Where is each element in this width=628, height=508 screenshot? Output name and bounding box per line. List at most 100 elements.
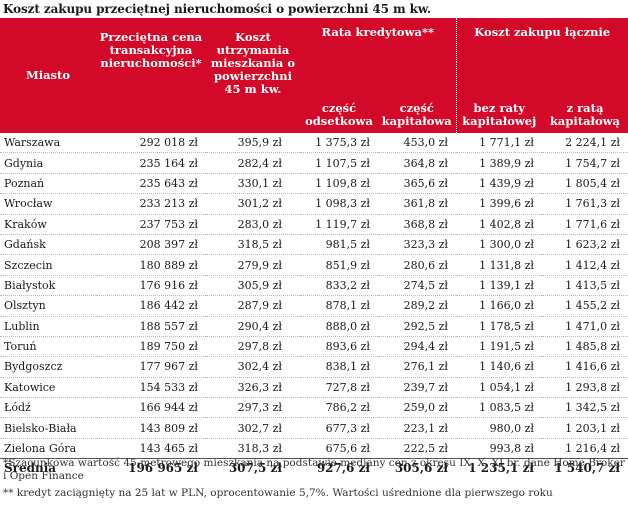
cell-city: Gdynia bbox=[0, 152, 96, 174]
cell-rate-interest: 851,9 zł bbox=[300, 254, 378, 276]
average-cell-rate-capital: 305,6 zł bbox=[378, 458, 456, 478]
cell-total-with: 1 342,5 zł bbox=[542, 397, 628, 419]
cell-total-with: 1 623,2 zł bbox=[542, 234, 628, 256]
header-rate-interest: część odsetkowa bbox=[300, 62, 378, 133]
cell-upkeep: 283,0 zł bbox=[206, 214, 300, 235]
cell-rate-interest: 727,8 zł bbox=[300, 377, 378, 399]
cell-city: Olsztyn bbox=[0, 295, 96, 317]
cell-upkeep: 290,4 zł bbox=[206, 316, 300, 337]
header-total-with: z ratą kapitałową bbox=[542, 62, 628, 133]
average-cell-city: Średnia bbox=[0, 458, 96, 478]
footnotes: *Szacunkowa wartość 45-metrowego mieszka… bbox=[3, 457, 625, 504]
cell-rate-capital: 276,1 zł bbox=[378, 356, 456, 378]
cell-price: 143 465 zł bbox=[96, 438, 206, 460]
header-total-group: Koszt zakupu łącznie bbox=[455, 18, 628, 62]
cell-rate-interest: 1 109,8 zł bbox=[300, 173, 378, 195]
cell-rate-interest: 1 098,3 zł bbox=[300, 193, 378, 215]
cell-rate-capital: 453,0 zł bbox=[378, 133, 456, 154]
table-row: Bydgoszcz 177 967 zł 302,4 zł 838,1 zł 276,1… bbox=[0, 356, 628, 378]
cell-total-with: 1 485,8 zł bbox=[542, 336, 628, 358]
table-row: Olsztyn 186 442 zł 287,9 zł 878,1 zł 289,2 z… bbox=[0, 295, 628, 317]
cell-city: Kraków bbox=[0, 214, 96, 235]
table-row: Łódź 166 944 zł 297,3 zł 786,2 zł 259,0 zł 1 … bbox=[0, 397, 628, 419]
cell-total-without: 1 771,1 zł bbox=[456, 133, 542, 154]
cell-city: Wrocław bbox=[0, 193, 96, 215]
cell-rate-capital: 364,8 zł bbox=[378, 152, 456, 174]
cell-upkeep: 297,8 zł bbox=[206, 336, 300, 358]
cell-total-with: 1 471,0 zł bbox=[542, 316, 628, 337]
cell-price: 143 809 zł bbox=[96, 417, 206, 439]
cell-rate-interest: 878,1 zł bbox=[300, 295, 378, 317]
average-row: Średnia 196 965 zł 307,5 zł 927,6 zł 305,6 z… bbox=[0, 458, 628, 478]
cell-upkeep: 326,3 zł bbox=[206, 377, 300, 399]
cell-rate-capital: 368,8 zł bbox=[378, 214, 456, 235]
header-upkeep: Koszt utrzymania mieszkania o powierzchn… bbox=[206, 18, 300, 133]
cell-rate-capital: 223,1 zł bbox=[378, 417, 456, 439]
cell-city: Bielsko-Biała bbox=[0, 417, 96, 439]
cell-total-with: 1 416,6 zł bbox=[542, 356, 628, 378]
cell-rate-capital: 294,4 zł bbox=[378, 336, 456, 358]
cell-upkeep: 302,4 zł bbox=[206, 356, 300, 378]
footnote-1: *Szacunkowa wartość 45-metrowego mieszka… bbox=[3, 457, 625, 482]
cell-city: Lublin bbox=[0, 316, 96, 337]
table-title: Koszt zakupu przeciętnej nieruchomości o… bbox=[3, 2, 431, 16]
table-row: Wrocław 233 213 zł 301,2 zł 1 098,3 zł 361,8… bbox=[0, 193, 628, 215]
table-row: Zielona Góra 143 465 zł 318,3 zł 675,6 zł 22… bbox=[0, 438, 628, 460]
cell-total-with: 1 805,4 zł bbox=[542, 173, 628, 195]
cell-upkeep: 318,5 zł bbox=[206, 234, 300, 256]
cell-rate-capital: 292,5 zł bbox=[378, 316, 456, 337]
cell-total-with: 1 203,1 zł bbox=[542, 417, 628, 439]
cell-price: 188 557 zł bbox=[96, 316, 206, 337]
cell-city: Gdańsk bbox=[0, 234, 96, 256]
cell-total-without: 1 178,5 zł bbox=[456, 316, 542, 337]
cell-total-without: 1 083,5 zł bbox=[456, 397, 542, 419]
cell-city: Łódź bbox=[0, 397, 96, 419]
cell-city: Szczecin bbox=[0, 254, 96, 276]
cell-rate-interest: 677,3 zł bbox=[300, 417, 378, 439]
cell-total-with: 2 224,1 zł bbox=[542, 133, 628, 154]
cell-total-without: 980,0 zł bbox=[456, 417, 542, 439]
cell-upkeep: 330,1 zł bbox=[206, 173, 300, 195]
cell-rate-capital: 365,6 zł bbox=[378, 173, 456, 195]
cell-city: Poznań bbox=[0, 173, 96, 195]
footnote-2: ** kredyt zaciągnięty na 25 lat w PLN, o… bbox=[3, 487, 553, 499]
table-row: Gdynia 235 164 zł 282,4 zł 1 107,5 zł 364,8 … bbox=[0, 152, 628, 174]
table-row: Warszawa 292 018 zł 395,9 zł 1 375,3 zł 453,… bbox=[0, 133, 628, 154]
header-price: Przeciętna cena transakcyjna nieruchomoś… bbox=[96, 18, 206, 133]
cell-total-with: 1 455,2 zł bbox=[542, 295, 628, 317]
cell-price: 208 397 zł bbox=[96, 234, 206, 256]
cell-upkeep: 287,9 zł bbox=[206, 295, 300, 317]
cell-price: 235 643 zł bbox=[96, 173, 206, 195]
table-row: Białystok 176 916 zł 305,9 zł 833,2 zł 274,5… bbox=[0, 275, 628, 297]
cell-total-with: 1 412,4 zł bbox=[542, 254, 628, 276]
header-total-without: bez raty kapitałowej bbox=[455, 62, 542, 133]
cell-price: 166 944 zł bbox=[96, 397, 206, 419]
cell-rate-interest: 786,2 zł bbox=[300, 397, 378, 419]
cell-total-with: 1 761,3 zł bbox=[542, 193, 628, 215]
cell-rate-interest: 1 107,5 zł bbox=[300, 152, 378, 174]
average-cell-total-without: 1 235,1 zł bbox=[456, 458, 542, 478]
table-row: Toruń 189 750 zł 297,8 zł 893,6 zł 294,4 zł 1… bbox=[0, 336, 628, 358]
table-row: Lublin 188 557 zł 290,4 zł 888,0 zł 292,5 zł… bbox=[0, 316, 628, 337]
table-body: Warszawa 292 018 zł 395,9 zł 1 375,3 zł 453,… bbox=[0, 133, 628, 478]
header-rate-group: Rata kredytowa** bbox=[300, 18, 456, 62]
cell-total-without: 1 166,0 zł bbox=[456, 295, 542, 317]
cell-total-without: 1 399,6 zł bbox=[456, 193, 542, 215]
cell-total-with: 1 293,8 zł bbox=[542, 377, 628, 399]
cell-total-without: 993,8 zł bbox=[456, 438, 542, 460]
cell-rate-capital: 222,5 zł bbox=[378, 438, 456, 460]
table-row: Katowice 154 533 zł 326,3 zł 727,8 zł 239,7 … bbox=[0, 377, 628, 399]
cell-total-without: 1 439,9 zł bbox=[456, 173, 542, 195]
average-cell-upkeep: 307,5 zł bbox=[206, 458, 300, 478]
cell-rate-capital: 323,3 zł bbox=[378, 234, 456, 256]
cell-total-without: 1 389,9 zł bbox=[456, 152, 542, 174]
cell-total-with: 1 216,4 zł bbox=[542, 438, 628, 460]
cell-city: Katowice bbox=[0, 377, 96, 399]
cell-total-without: 1 054,1 zł bbox=[456, 377, 542, 399]
average-cell-total-with: 1 540,7 zł bbox=[542, 458, 628, 478]
table-row: Kraków 237 753 zł 283,0 zł 1 119,7 zł 368,8 … bbox=[0, 214, 628, 235]
cell-total-without: 1 139,1 zł bbox=[456, 275, 542, 297]
cell-total-with: 1 754,7 zł bbox=[542, 152, 628, 174]
cell-upkeep: 305,9 zł bbox=[206, 275, 300, 297]
cost-table: Miasto Przeciętna cena transakcyjna nier… bbox=[0, 18, 628, 478]
